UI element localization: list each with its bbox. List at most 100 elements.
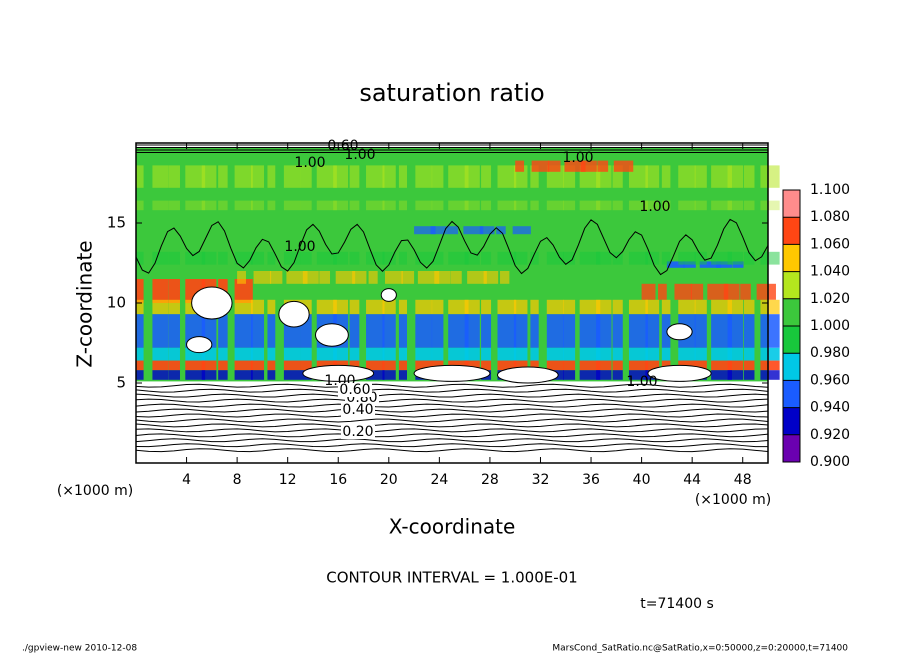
field-patch — [612, 314, 623, 348]
time-label: t=71400 s — [640, 596, 714, 612]
field-patch — [699, 261, 721, 268]
field-patch — [349, 165, 360, 188]
field-patch — [743, 165, 755, 188]
y-axis-title: Z-coordinate — [73, 240, 97, 367]
field-blob — [647, 364, 712, 382]
field-patch — [661, 360, 671, 371]
field-patch — [760, 347, 780, 361]
field-patch — [743, 347, 755, 361]
field-patch — [579, 314, 601, 348]
field-patch — [711, 200, 732, 211]
field-patch — [152, 360, 169, 371]
field-patch — [234, 251, 253, 265]
field-patch — [300, 360, 312, 371]
field-patch — [512, 226, 531, 235]
colorbar-box — [783, 298, 800, 326]
field-patch — [645, 360, 660, 371]
footer-left: ./gpview-new 2010-12-08 — [22, 644, 137, 654]
field-patch — [152, 370, 169, 380]
contour-label: 1.00 — [626, 374, 657, 390]
field-patch — [237, 271, 246, 284]
field-blob — [302, 364, 375, 382]
field-patch — [727, 299, 744, 315]
contour-label-bg — [341, 425, 375, 439]
colorbar-label: 1.040 — [810, 264, 850, 280]
field-patch — [464, 165, 480, 188]
field-patch — [152, 200, 169, 211]
field-patch — [283, 200, 301, 211]
field-patch — [366, 299, 385, 315]
footer-right: MarsCond_SatRatio.nc@SatRatio,x=0:50000,… — [552, 644, 848, 654]
field-patch — [694, 314, 707, 348]
contour-label: 0.40 — [342, 402, 373, 418]
field-patch — [628, 200, 648, 211]
field-patch — [185, 165, 206, 188]
field-patch — [382, 370, 396, 380]
field-patch — [136, 347, 144, 361]
field-patch — [185, 251, 206, 265]
field-patch — [251, 165, 265, 188]
contour-line — [135, 383, 769, 388]
contour-label: 1.00 — [294, 155, 325, 171]
field-patch — [711, 165, 732, 188]
field-patch — [628, 165, 648, 188]
field-patch — [727, 251, 744, 265]
field-patch — [661, 251, 671, 265]
field-patch — [415, 299, 433, 315]
field-patch — [645, 200, 660, 211]
field-patch — [711, 314, 732, 348]
field-patch — [760, 251, 780, 265]
field-patch — [267, 251, 276, 265]
field-patch — [694, 200, 707, 211]
field-patch — [727, 165, 744, 188]
field-patch — [596, 299, 612, 315]
field-patch — [414, 226, 436, 235]
field-patch — [319, 271, 331, 284]
field-patch — [185, 360, 206, 371]
contour-line — [135, 433, 769, 438]
colorbar-frame — [782, 189, 801, 463]
field-patch — [234, 279, 253, 303]
field-patch — [711, 251, 732, 265]
field-blob — [413, 364, 491, 382]
field-patch — [398, 314, 408, 348]
x-tick-label: 32 — [532, 472, 550, 488]
field-patch — [267, 347, 276, 361]
x-tick-label: 40 — [633, 472, 651, 488]
field-patch — [464, 299, 480, 315]
field-patch — [743, 200, 755, 211]
colorbar-label: 1.100 — [810, 182, 850, 198]
field-patch — [286, 271, 308, 284]
field-patch — [352, 271, 367, 284]
field-patch — [417, 271, 440, 284]
field-patch — [448, 299, 469, 315]
field-patch — [727, 360, 744, 371]
field-patch — [218, 314, 228, 348]
field-patch — [168, 251, 180, 265]
field-patch — [727, 347, 744, 361]
field-patch — [674, 283, 692, 300]
field-patch — [579, 360, 601, 371]
field-patch — [661, 165, 671, 188]
field-patch — [481, 314, 492, 348]
field-patch — [678, 347, 696, 361]
field-patch — [548, 160, 561, 172]
field-patch — [531, 160, 550, 172]
field-patch — [415, 165, 433, 188]
field-patch — [596, 251, 612, 265]
field-patch — [481, 347, 492, 361]
field-patch — [366, 347, 385, 361]
field-patch — [398, 251, 408, 265]
field-patch — [513, 314, 528, 348]
contour-line — [135, 403, 769, 408]
field-patch — [431, 299, 444, 315]
colorbar-box — [783, 244, 800, 272]
field-patch — [546, 360, 564, 371]
contour-label: 1.00 — [562, 150, 593, 166]
contour-line — [135, 418, 769, 423]
field-patch — [467, 271, 487, 284]
colorbar-label: 0.940 — [810, 400, 850, 416]
field-patch — [152, 279, 169, 303]
field-patch — [382, 200, 396, 211]
field-patch — [464, 200, 480, 211]
